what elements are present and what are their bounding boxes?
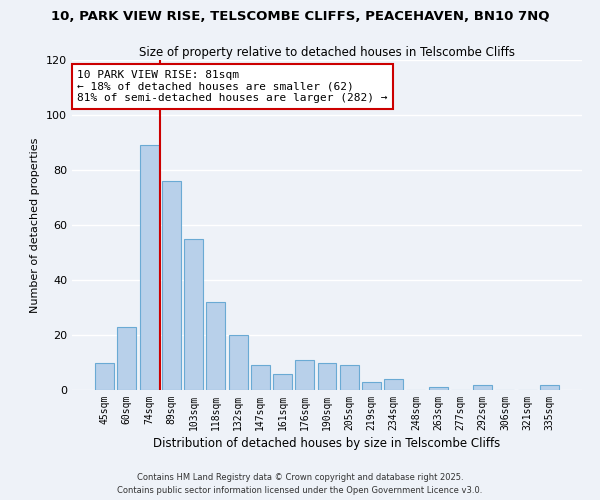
Bar: [251, 365, 270, 390]
Bar: [540, 384, 559, 390]
Bar: [295, 360, 314, 390]
Bar: [162, 181, 181, 390]
Bar: [140, 145, 158, 390]
Text: 10, PARK VIEW RISE, TELSCOMBE CLIFFS, PEACEHAVEN, BN10 7NQ: 10, PARK VIEW RISE, TELSCOMBE CLIFFS, PE…: [51, 10, 549, 23]
Bar: [229, 335, 248, 390]
X-axis label: Distribution of detached houses by size in Telscombe Cliffs: Distribution of detached houses by size …: [154, 437, 500, 450]
Bar: [473, 384, 492, 390]
Bar: [429, 387, 448, 390]
Bar: [206, 302, 225, 390]
Y-axis label: Number of detached properties: Number of detached properties: [31, 138, 40, 312]
Bar: [384, 379, 403, 390]
Bar: [118, 327, 136, 390]
Bar: [317, 362, 337, 390]
Text: Contains HM Land Registry data © Crown copyright and database right 2025.
Contai: Contains HM Land Registry data © Crown c…: [118, 474, 482, 495]
Bar: [95, 362, 114, 390]
Bar: [340, 365, 359, 390]
Bar: [273, 374, 292, 390]
Text: 10 PARK VIEW RISE: 81sqm
← 18% of detached houses are smaller (62)
81% of semi-d: 10 PARK VIEW RISE: 81sqm ← 18% of detach…: [77, 70, 388, 103]
Bar: [184, 239, 203, 390]
Bar: [362, 382, 381, 390]
Title: Size of property relative to detached houses in Telscombe Cliffs: Size of property relative to detached ho…: [139, 46, 515, 59]
